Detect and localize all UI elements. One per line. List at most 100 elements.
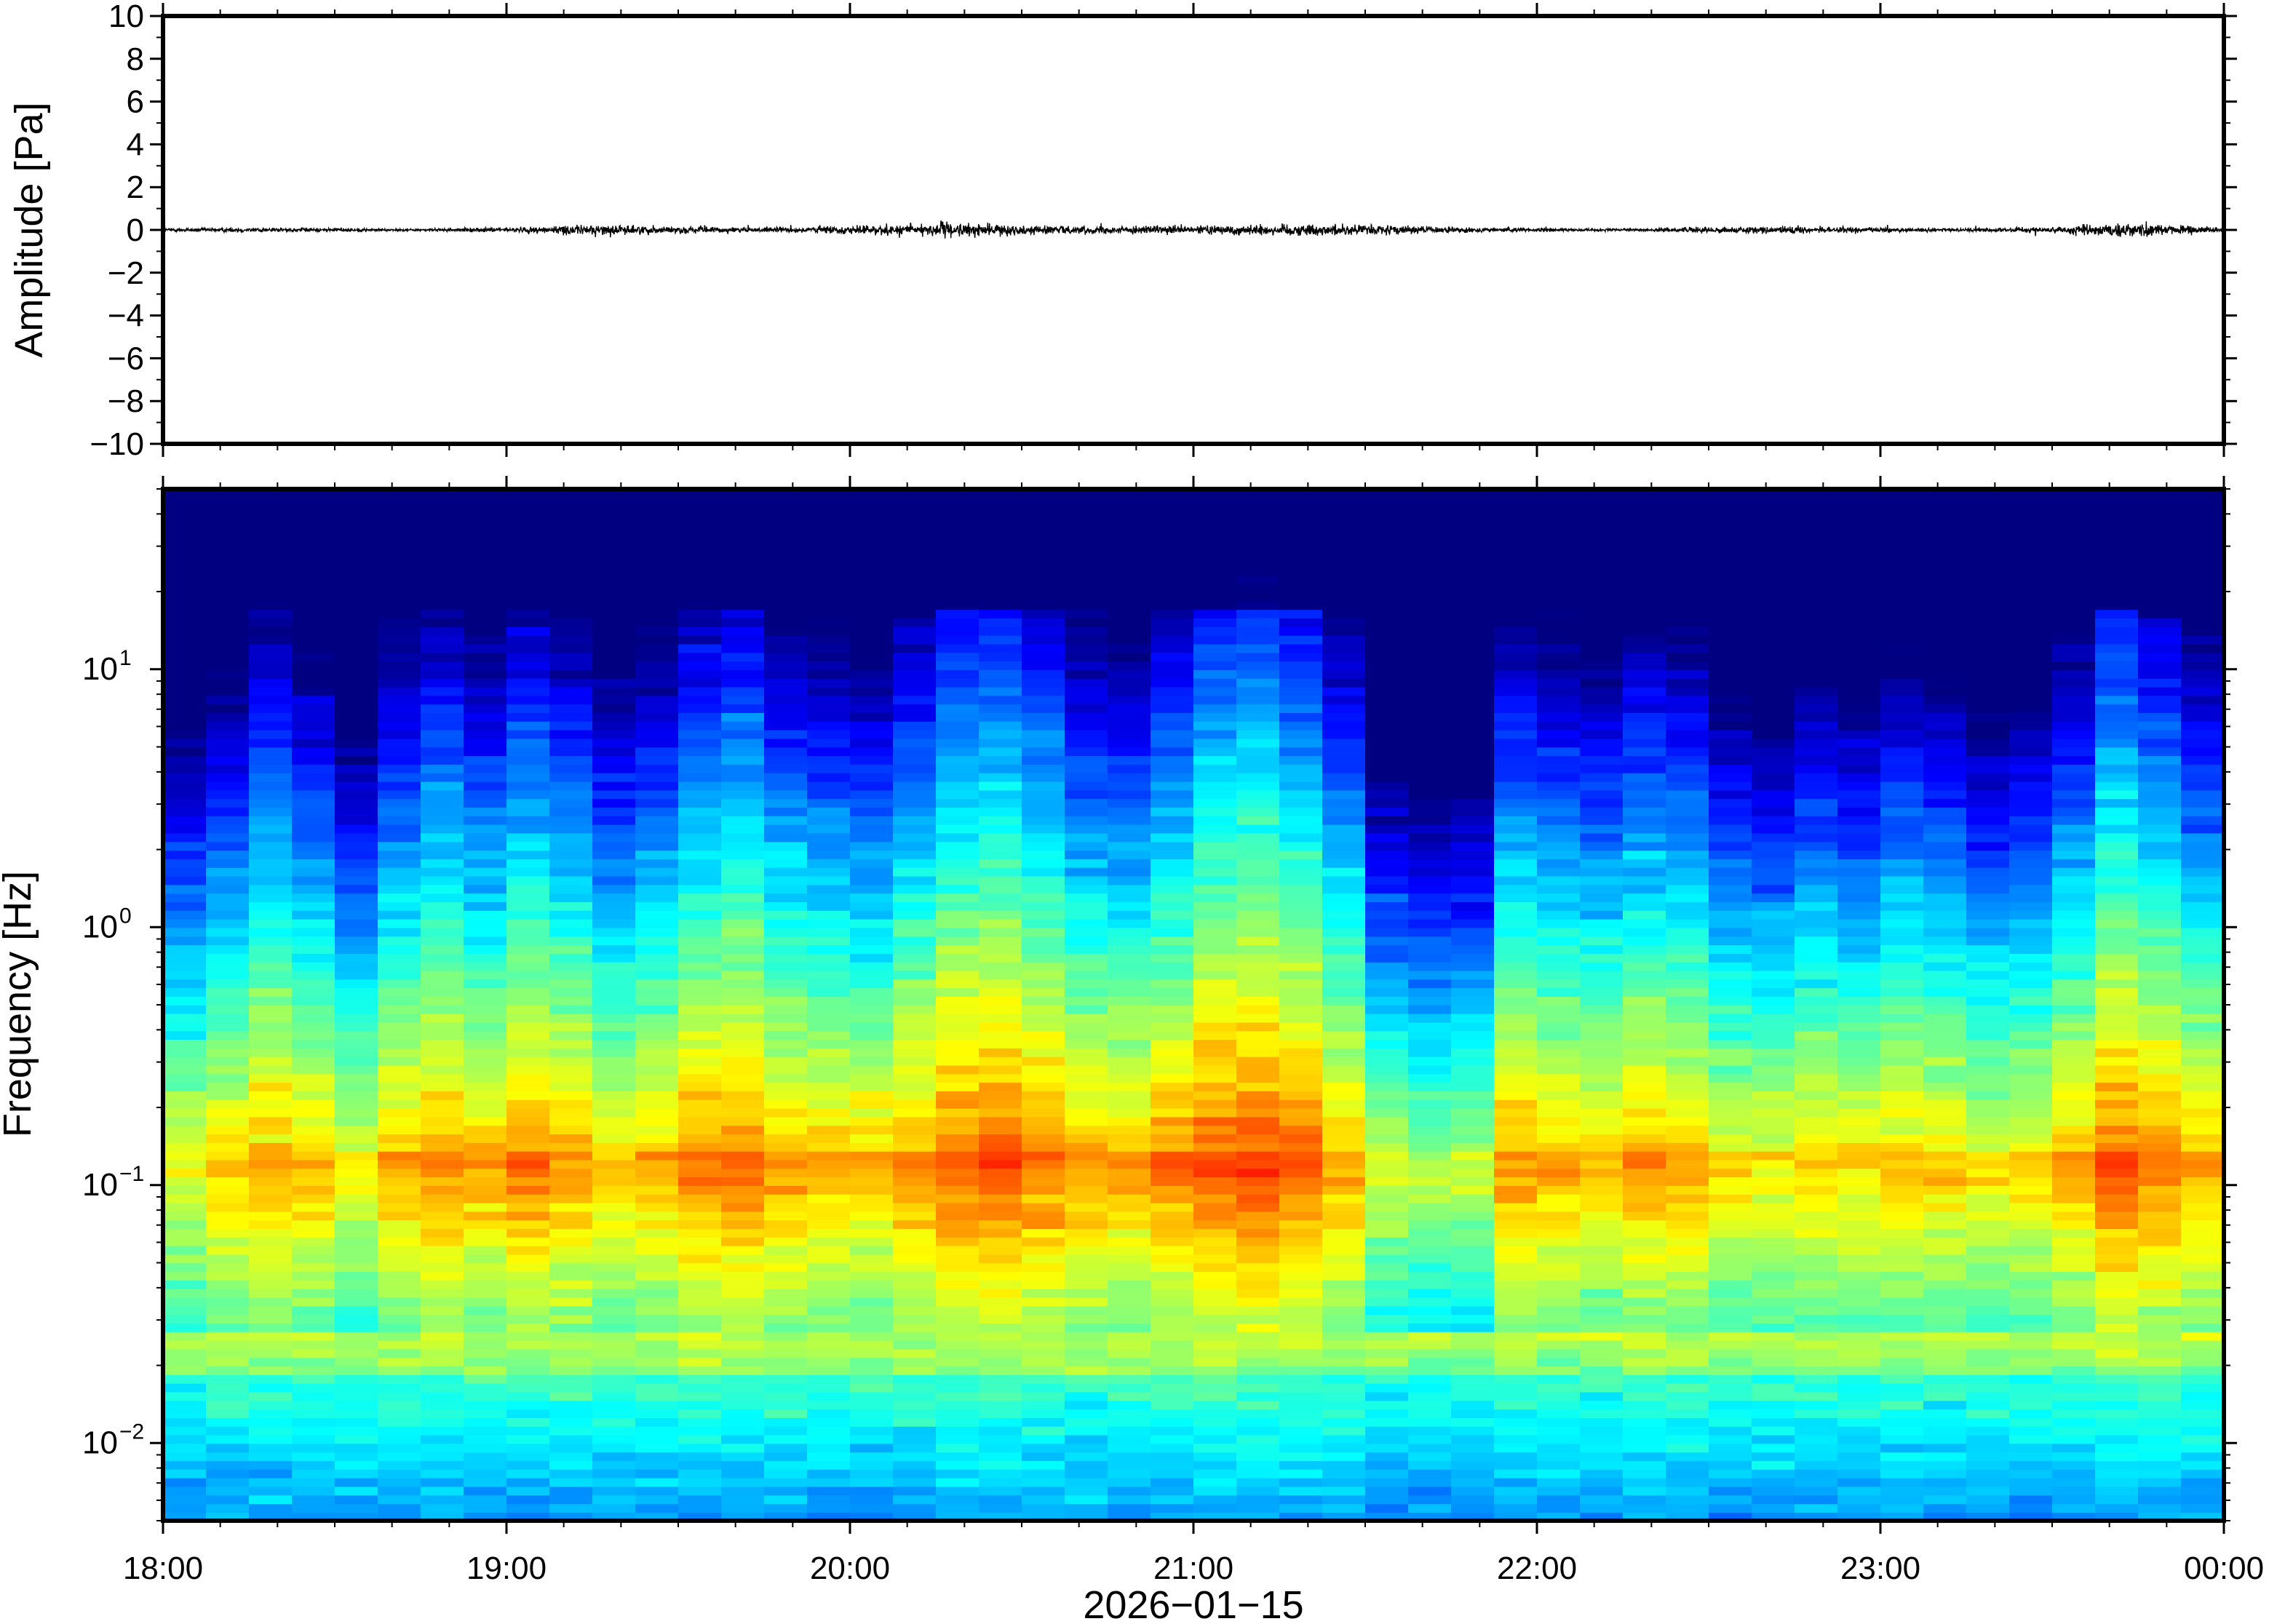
spectrogram-cell bbox=[1365, 549, 1409, 559]
spectrogram-cell bbox=[464, 1357, 507, 1367]
spectrogram-cell bbox=[936, 686, 979, 696]
spectrogram-cell bbox=[1022, 1219, 1065, 1229]
spectrogram-cell bbox=[1065, 859, 1108, 868]
spectrogram-cell bbox=[163, 1228, 207, 1238]
spectrogram-cell bbox=[206, 1237, 250, 1246]
spectrogram-cell bbox=[1880, 1185, 1924, 1195]
spectrogram-cell bbox=[1065, 609, 1108, 618]
spectrogram-cell bbox=[1322, 1340, 1366, 1350]
spectrogram-cell bbox=[292, 738, 335, 748]
spectrogram-cell bbox=[721, 824, 765, 834]
spectrogram-cell bbox=[1880, 970, 1924, 980]
spectrogram-cell bbox=[979, 764, 1022, 773]
spectrogram-cell bbox=[549, 704, 593, 713]
spectrogram-cell bbox=[936, 918, 979, 928]
spectrogram-cell bbox=[1151, 816, 1194, 825]
spectrogram-cell bbox=[549, 721, 593, 731]
spectrogram-cell bbox=[163, 557, 207, 568]
spectrogram-cell bbox=[1408, 686, 1452, 696]
spectrogram-cell bbox=[635, 1512, 679, 1521]
spectrogram-cell bbox=[764, 1030, 808, 1040]
spectrogram-cell bbox=[1279, 987, 1323, 997]
spectrogram-cell bbox=[506, 789, 550, 800]
spectrogram-cell bbox=[163, 1503, 207, 1513]
spectrogram-cell bbox=[1837, 678, 1881, 688]
spectrogram-cell bbox=[1279, 643, 1323, 653]
spectrogram-cell bbox=[1709, 626, 1752, 636]
spectrogram-cell bbox=[764, 824, 808, 834]
spectrogram-cell bbox=[249, 789, 293, 800]
spectrogram-cell bbox=[1108, 514, 1151, 525]
spectrogram-cell bbox=[1451, 841, 1495, 851]
spectrogram-cell bbox=[206, 1159, 250, 1169]
spectrogram-cell bbox=[893, 540, 937, 550]
spectrogram-cell bbox=[850, 1382, 894, 1393]
spectrogram-cell bbox=[1580, 1426, 1624, 1436]
spectrogram-cell bbox=[678, 970, 722, 980]
spectrogram-cell bbox=[893, 832, 937, 843]
spectrogram-cell bbox=[1451, 1177, 1495, 1186]
spectrogram-cell bbox=[506, 729, 550, 739]
spectrogram-cell bbox=[1322, 669, 1366, 679]
spectrogram-cell bbox=[378, 970, 421, 980]
spectrogram-cell bbox=[1580, 497, 1624, 507]
spectrogram-cell bbox=[592, 1366, 636, 1375]
spectrogram-cell bbox=[1022, 609, 1065, 618]
spectrogram-cell bbox=[635, 669, 679, 679]
spectrogram-cell bbox=[1923, 1202, 1967, 1212]
spectrogram-cell bbox=[378, 1314, 421, 1324]
spectrogram-cell bbox=[1451, 781, 1495, 791]
spectrogram-cell bbox=[592, 1254, 636, 1264]
spectrogram-cell bbox=[1236, 841, 1280, 851]
spectrogram-cell bbox=[635, 721, 679, 731]
spectrogram-cell bbox=[1752, 1185, 1795, 1195]
spectrogram-cell bbox=[1795, 1211, 1838, 1221]
spectrogram-cell bbox=[635, 816, 679, 825]
spectrogram-cell bbox=[979, 678, 1022, 688]
spectrogram-cell bbox=[1236, 704, 1280, 713]
spectrogram-cell bbox=[1752, 592, 1795, 602]
spectrogram-cell bbox=[206, 773, 250, 782]
spectrogram-cell bbox=[979, 1159, 1022, 1169]
spectrogram-cell bbox=[163, 738, 207, 748]
spectrogram-cell bbox=[1494, 1073, 1538, 1083]
spectrogram-cell bbox=[592, 910, 636, 920]
spectrogram-cell bbox=[893, 1486, 937, 1496]
spectrogram-cell bbox=[1451, 1107, 1495, 1118]
spectrogram-cell bbox=[1193, 643, 1237, 653]
spectrogram-cell bbox=[635, 712, 679, 722]
spectrogram-cell bbox=[1193, 781, 1237, 791]
spectrogram-cell bbox=[721, 721, 765, 731]
spectrogram-cell bbox=[1623, 506, 1666, 516]
spectrogram-cell bbox=[549, 1056, 593, 1066]
spectrogram-cell bbox=[1537, 1228, 1581, 1238]
spectrogram-cell bbox=[678, 1382, 722, 1393]
spectrogram-cell bbox=[1151, 910, 1194, 920]
spectrogram-cell bbox=[549, 1434, 593, 1444]
spectrogram-cell bbox=[979, 1400, 1022, 1410]
spectrogram-cell bbox=[1279, 1382, 1323, 1393]
spectrogram-cell bbox=[1279, 652, 1323, 662]
spectrogram-cell bbox=[635, 1073, 679, 1083]
spectrogram-cell bbox=[506, 1305, 550, 1315]
spectrogram-cell bbox=[1795, 781, 1838, 791]
spectrogram-cell bbox=[335, 1228, 378, 1238]
spectrogram-cell bbox=[1065, 1056, 1108, 1066]
spectrogram-cell bbox=[1709, 506, 1752, 516]
spectrogram-cell bbox=[721, 497, 765, 507]
spectrogram-cell bbox=[1365, 1366, 1409, 1375]
spectrogram-cell bbox=[1451, 1426, 1495, 1436]
spectrogram-cell bbox=[1666, 678, 1709, 688]
spectrogram-cell bbox=[1795, 1340, 1838, 1350]
spectrogram-cell bbox=[807, 634, 851, 645]
spectrogram-cell bbox=[1795, 807, 1838, 816]
spectrogram-cell bbox=[1408, 669, 1452, 679]
spectrogram-cell bbox=[1108, 1314, 1151, 1324]
spectrogram-cell bbox=[1151, 1280, 1194, 1289]
spectrogram-cell bbox=[1151, 859, 1194, 868]
spectrogram-cell bbox=[893, 1262, 937, 1273]
spectrogram-cell bbox=[1408, 1091, 1452, 1100]
spectrogram-cell bbox=[1193, 1099, 1237, 1109]
spectrogram-cell bbox=[1623, 910, 1666, 920]
spectrogram-cell bbox=[1752, 1400, 1795, 1410]
